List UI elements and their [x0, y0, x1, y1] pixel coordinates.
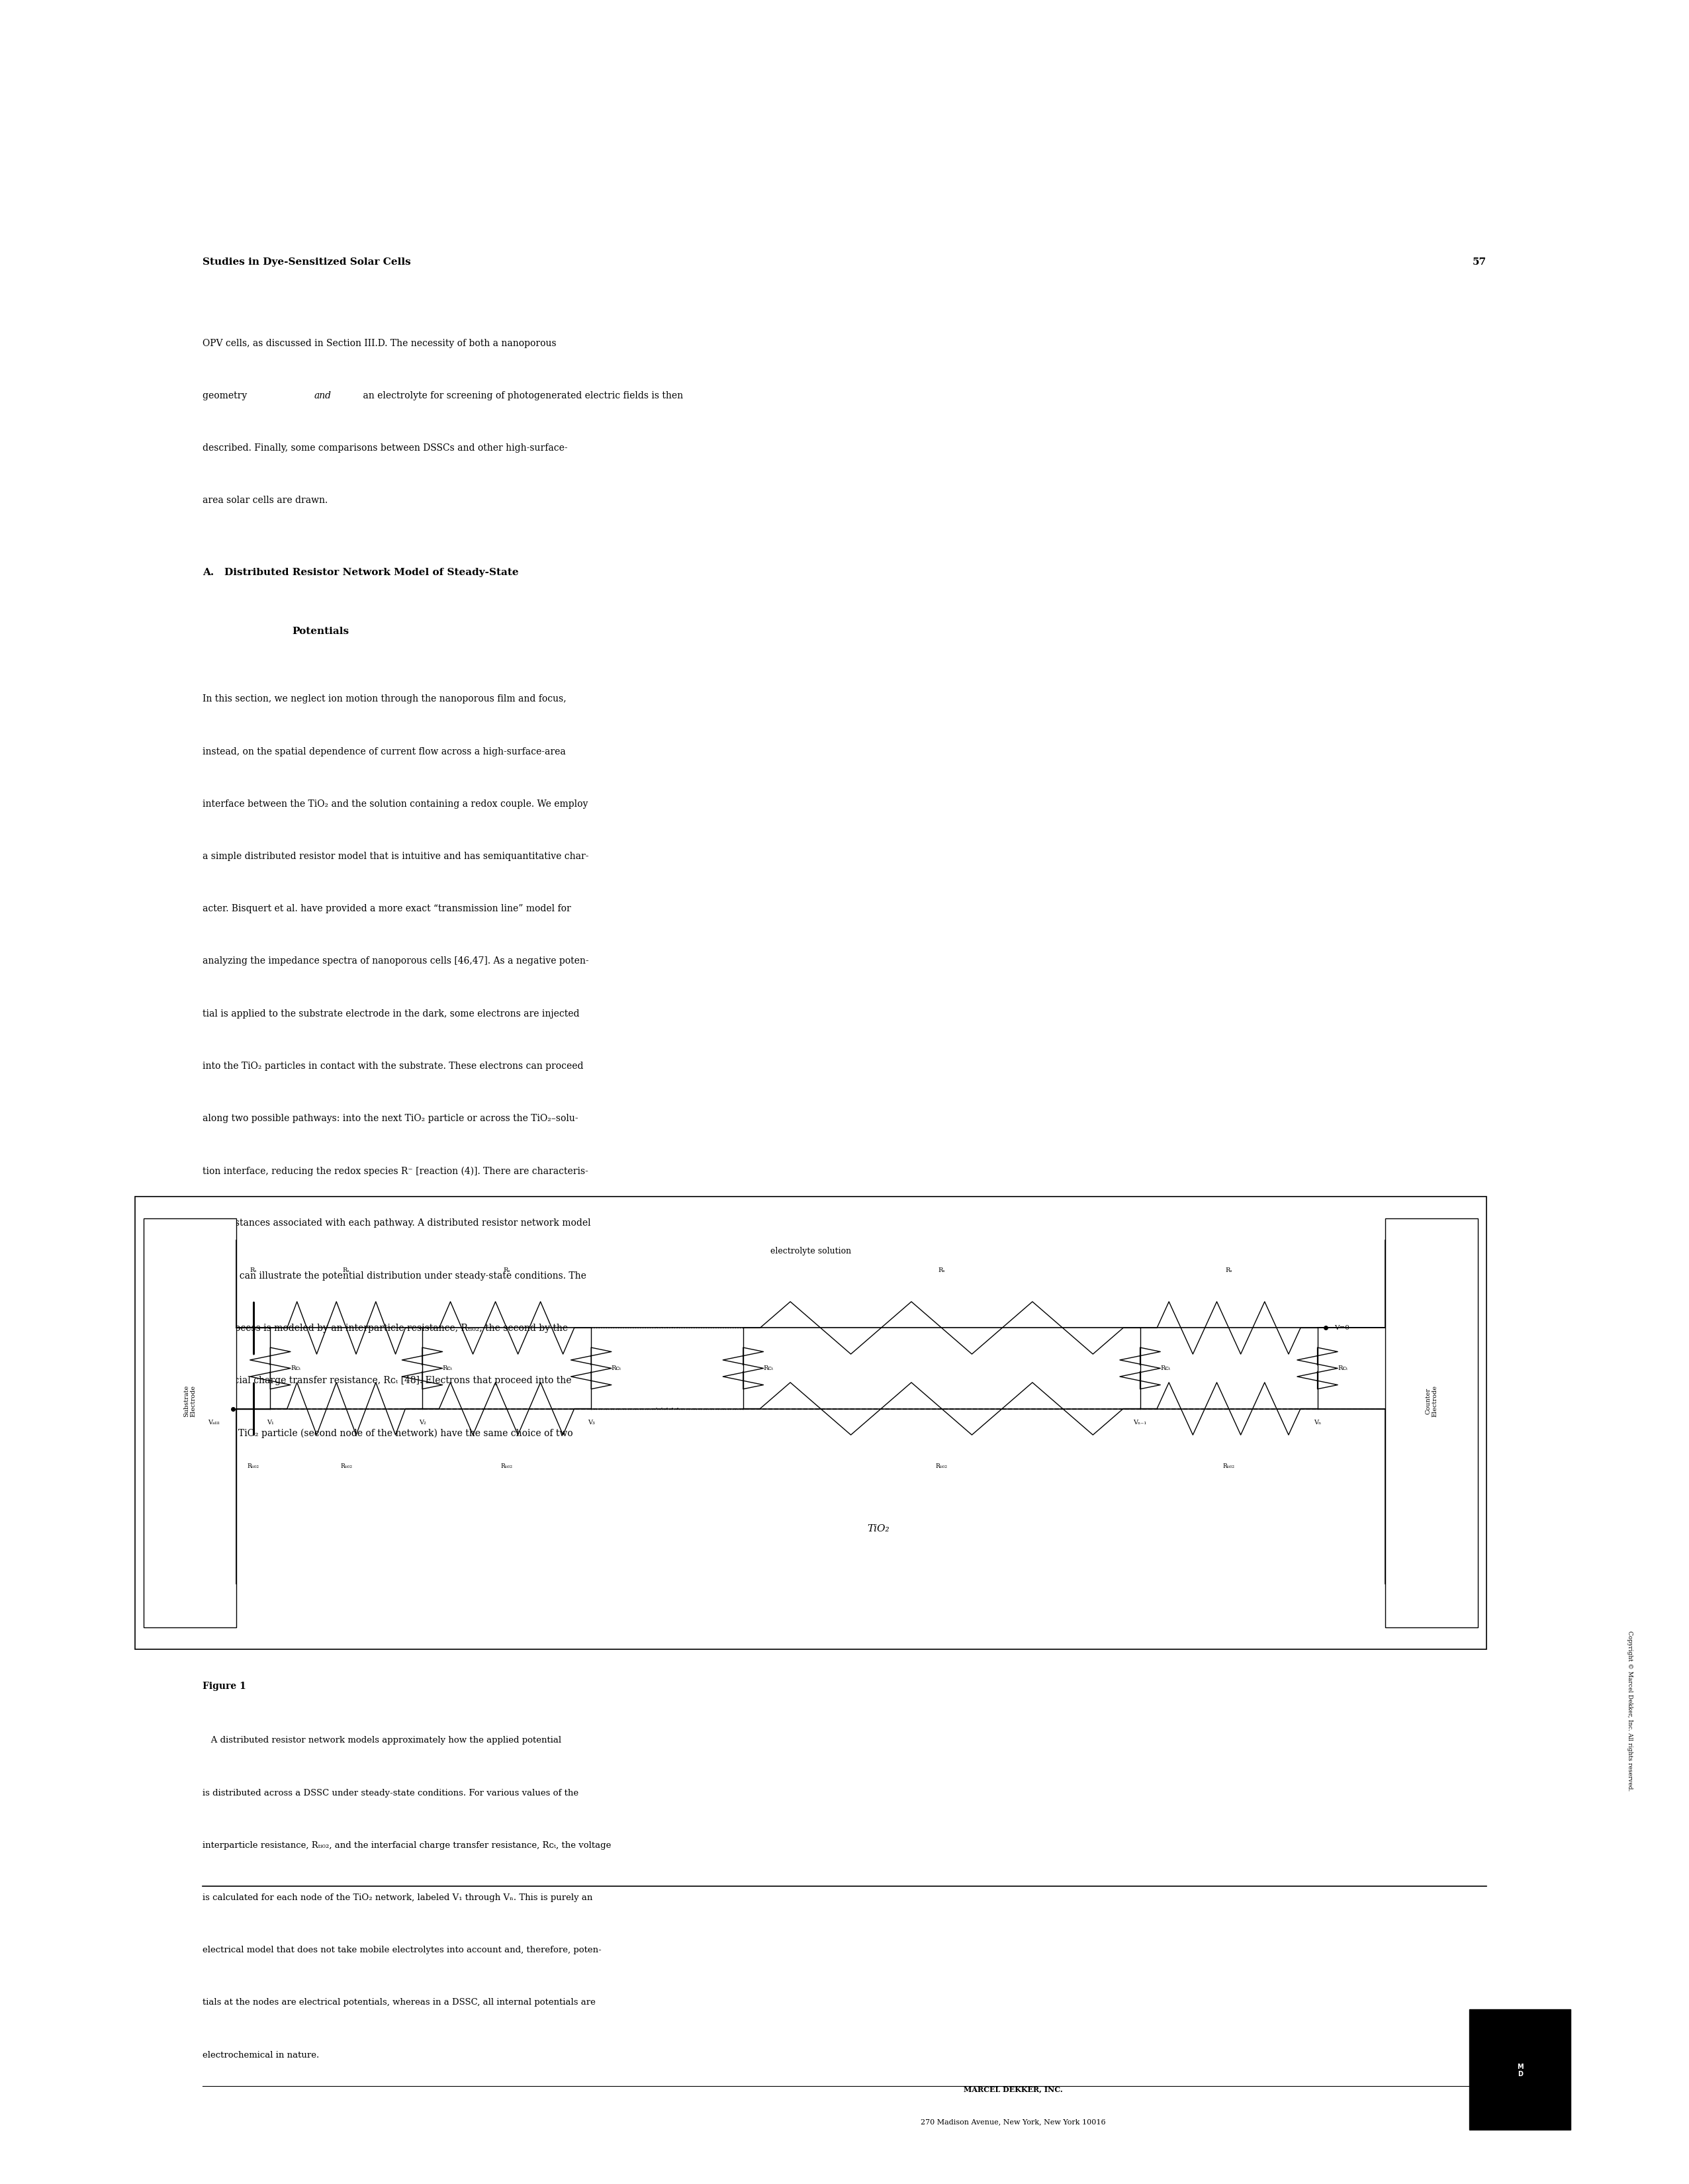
Text: MARCEL DEKKER, INC.: MARCEL DEKKER, INC. [964, 2086, 1062, 2092]
Text: geometry: geometry [203, 391, 250, 400]
Text: tion interface, reducing the redox species R⁻ [reaction (4)]. There are characte: tion interface, reducing the redox speci… [203, 1166, 588, 1175]
Text: In this section, we neglect ion motion through the nanoporous film and focus,: In this section, we neglect ion motion t… [203, 695, 566, 703]
Bar [1469, 2009, 1571, 2129]
Text: Rₜᵢ₀₂: Rₜᵢ₀₂ [500, 1463, 513, 1470]
Text: A.   Distributed Resistor Network Model of Steady-State: A. Distributed Resistor Network Model of… [203, 568, 519, 577]
Text: area solar cells are drawn.: area solar cells are drawn. [203, 496, 328, 505]
Text: M
D: M D [1517, 2064, 1523, 2077]
Text: Rₛ: Rₛ [503, 1267, 510, 1273]
Text: along two possible pathways: into the next TiO₂ particle or across the TiO₂–solu: along two possible pathways: into the ne… [203, 1114, 578, 1123]
Text: Copyright © Marcel Dekker, Inc. All rights reserved.: Copyright © Marcel Dekker, Inc. All righ… [1627, 1631, 1633, 1791]
Text: Rᴄₜ: Rᴄₜ [1338, 1365, 1348, 1372]
Text: Rᴄₜ: Rᴄₜ [1160, 1365, 1170, 1372]
Text: Rₜᵢ₀₂: Rₜᵢ₀₂ [339, 1463, 353, 1470]
Text: interface between the TiO₂ and the solution containing a redox couple. We employ: interface between the TiO₂ and the solut… [203, 799, 588, 808]
Text: Rᴄₜ: Rᴄₜ [763, 1365, 774, 1372]
Text: V=0: V=0 [1334, 1326, 1350, 1330]
Text: analyzing the impedance spectra of nanoporous cells [46,47]. As a negative poten: analyzing the impedance spectra of nanop… [203, 957, 589, 965]
Text: electrochemical in nature.: electrochemical in nature. [203, 2051, 319, 2060]
Text: Vₙ₋₁: Vₙ₋₁ [1133, 1420, 1147, 1426]
Text: Rₜᵢ₀₂: Rₜᵢ₀₂ [247, 1463, 260, 1470]
Text: Rₛ: Rₛ [343, 1267, 350, 1273]
Text: second TiO₂ particle (second node of the network) have the same choice of two: second TiO₂ particle (second node of the… [203, 1428, 573, 1437]
Text: described. Finally, some comparisons between DSSCs and other high-surface-: described. Finally, some comparisons bet… [203, 443, 568, 452]
Text: Rₜᵢ₀₂: Rₜᵢ₀₂ [1223, 1463, 1235, 1470]
Text: V₂: V₂ [419, 1420, 426, 1426]
Text: V₃: V₃ [588, 1420, 595, 1426]
Text: (Fig. 1) can illustrate the potential distribution under steady-state conditions: (Fig. 1) can illustrate the potential di… [203, 1271, 586, 1280]
Text: electrical model that does not take mobile electrolytes into account and, theref: electrical model that does not take mobi… [203, 1946, 601, 1955]
Text: Rₜᵢ₀₂: Rₜᵢ₀₂ [936, 1463, 948, 1470]
Text: · · · · ·: · · · · · [655, 1404, 679, 1413]
Text: interparticle resistance, Rₜᵢ₀₂, and the interfacial charge transfer resistance,: interparticle resistance, Rₜᵢ₀₂, and the… [203, 1841, 611, 1850]
Text: a simple distributed resistor model that is intuitive and has semiquantitative c: a simple distributed resistor model that… [203, 852, 589, 860]
Text: tial is applied to the substrate electrode in the dark, some electrons are injec: tial is applied to the substrate electro… [203, 1009, 579, 1018]
Text: electrolyte solution: electrolyte solution [770, 1247, 851, 1256]
Text: instead, on the spatial dependence of current flow across a high-surface-area: instead, on the spatial dependence of cu… [203, 747, 566, 756]
Text: Potentials: Potentials [292, 627, 350, 636]
Text: Figure 1: Figure 1 [203, 1682, 247, 1690]
Text: is calculated for each node of the TiO₂ network, labeled V₁ through Vₙ. This is : is calculated for each node of the TiO₂ … [203, 1894, 593, 1902]
Text: is distributed across a DSSC under steady-state conditions. For various values o: is distributed across a DSSC under stead… [203, 1789, 579, 1797]
Text: into the TiO₂ particles in contact with the substrate. These electrons can proce: into the TiO₂ particles in contact with … [203, 1061, 584, 1070]
Text: Vₐₗₗₗ: Vₐₗₗₗ [208, 1420, 220, 1426]
Text: A distributed resistor network models approximately how the applied potential: A distributed resistor network models ap… [203, 1736, 561, 1745]
Text: acter. Bisquert et al. have provided a more exact “transmission line” model for: acter. Bisquert et al. have provided a m… [203, 904, 571, 913]
Text: Rᴄₜ: Rᴄₜ [611, 1365, 622, 1372]
Bar [1385, 1219, 1478, 1627]
Text: Rᴄₜ: Rᴄₜ [291, 1365, 301, 1372]
Text: Rₛ: Rₛ [1225, 1267, 1233, 1273]
Text: Vₙ: Vₙ [1314, 1420, 1321, 1426]
Text: 57: 57 [1473, 258, 1486, 266]
Text: OPV cells, as discussed in Section III.D. The necessity of both a nanoporous: OPV cells, as discussed in Section III.D… [203, 339, 556, 347]
Text: tic resistances associated with each pathway. A distributed resistor network mod: tic resistances associated with each pat… [203, 1219, 591, 1227]
Text: · · · · ·: · · · · · [655, 1324, 679, 1332]
Text: V₁: V₁ [267, 1420, 274, 1426]
FancyBboxPatch shape [135, 1197, 1486, 1649]
Text: 270 Madison Avenue, New York, New York 10016: 270 Madison Avenue, New York, New York 1… [921, 2118, 1106, 2125]
Text: Rₛ: Rₛ [250, 1267, 257, 1273]
Text: Substrate
Electrode: Substrate Electrode [184, 1385, 196, 1417]
Text: Rₛ: Rₛ [937, 1267, 946, 1273]
Text: TiO₂: TiO₂ [866, 1524, 890, 1533]
Text: Counter
Electrode: Counter Electrode [1426, 1385, 1437, 1417]
Text: interfacial charge transfer resistance, Rᴄₜ [48]. Electrons that proceed into th: interfacial charge transfer resistance, … [203, 1376, 571, 1385]
Text: Studies in Dye-Sensitized Solar Cells: Studies in Dye-Sensitized Solar Cells [203, 258, 410, 266]
Text: an electrolyte for screening of photogenerated electric fields is then: an electrolyte for screening of photogen… [360, 391, 682, 400]
Bar [144, 1219, 236, 1627]
Text: first process is modeled by an interparticle resistance, Rₜᵢ₀₂, the second by th: first process is modeled by an interpart… [203, 1324, 568, 1332]
Text: tials at the nodes are electrical potentials, whereas in a DSSC, all internal po: tials at the nodes are electrical potent… [203, 1998, 596, 2007]
Text: and: and [314, 391, 331, 400]
Text: Rᴄₜ: Rᴄₜ [443, 1365, 453, 1372]
